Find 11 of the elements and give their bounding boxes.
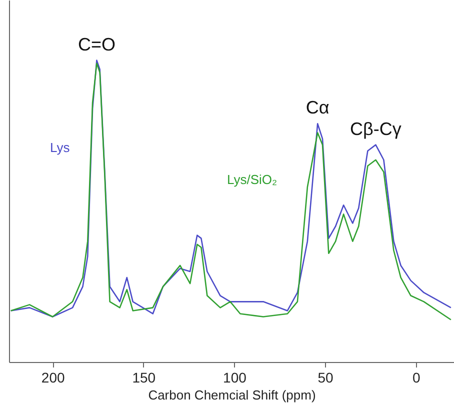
x-tick-label: 0 <box>412 370 420 386</box>
annotation: Cα <box>306 98 330 118</box>
annotation: C=O <box>78 34 116 54</box>
x-tick-label: 150 <box>132 370 156 386</box>
x-tick-label: 50 <box>318 370 334 386</box>
x-tick-label: 200 <box>41 370 65 386</box>
series-label: Lys <box>50 140 70 155</box>
annotation: Cβ-Cγ <box>350 118 402 139</box>
x-tick-label: 100 <box>223 370 247 386</box>
text: Lys/SiO₂ <box>227 172 278 187</box>
x-axis-title: Carbon Chemcial Shift (ppm) <box>148 388 316 402</box>
